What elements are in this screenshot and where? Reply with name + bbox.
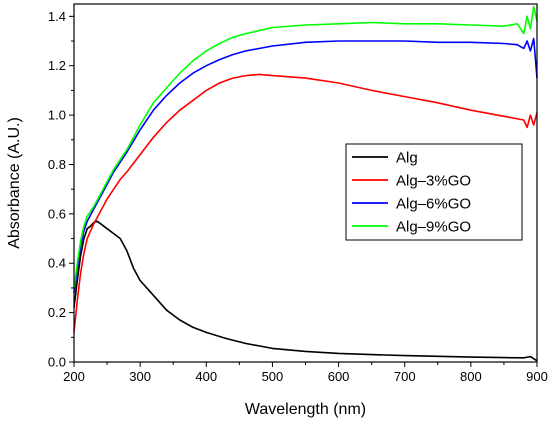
y-tick-label: 1.0 [48,108,66,123]
legend-label: Alg [396,150,418,167]
legend-box [345,143,523,241]
y-tick-label: 0.0 [48,355,66,370]
x-tick-label: 500 [262,369,284,384]
x-tick-label: 200 [63,369,85,384]
y-tick-label: 0.8 [48,157,66,172]
legend: Alg Alg–3%GO Alg–6%GO Alg–9%GO [345,143,523,241]
x-tick-label: 600 [328,369,350,384]
y-axis-label: Absorbance (A.U.) [6,117,23,249]
plot-lines [73,5,538,362]
legend-label: Alg–3%GO [396,173,471,190]
x-tick-label: 900 [526,369,548,384]
x-tick-label: 800 [460,369,482,384]
series-line-2 [73,73,538,333]
y-tick-label: 1.4 [48,9,66,24]
y-tick-label: 0.6 [48,206,66,221]
y-tick-label: 0.4 [48,256,66,271]
legend-label: Alg–6%GO [396,196,471,213]
x-axis-label: Wavelength (nm) [245,401,366,418]
legend-label: Alg–9%GO [396,219,471,236]
series-line-4 [73,5,538,289]
x-tick-label: 400 [195,369,217,384]
series-line-1 [73,220,538,362]
axis-ticks: 200 300 400 500 600 700 800 900 0.0 0.2 0.4 0.6 0.8 1… [48,9,548,384]
x-tick-label: 300 [129,369,151,384]
y-tick-label: 1.2 [48,58,66,73]
series-line-3 [73,37,538,294]
x-tick-label: 700 [394,369,416,384]
y-tick-label: 0.2 [48,305,66,320]
